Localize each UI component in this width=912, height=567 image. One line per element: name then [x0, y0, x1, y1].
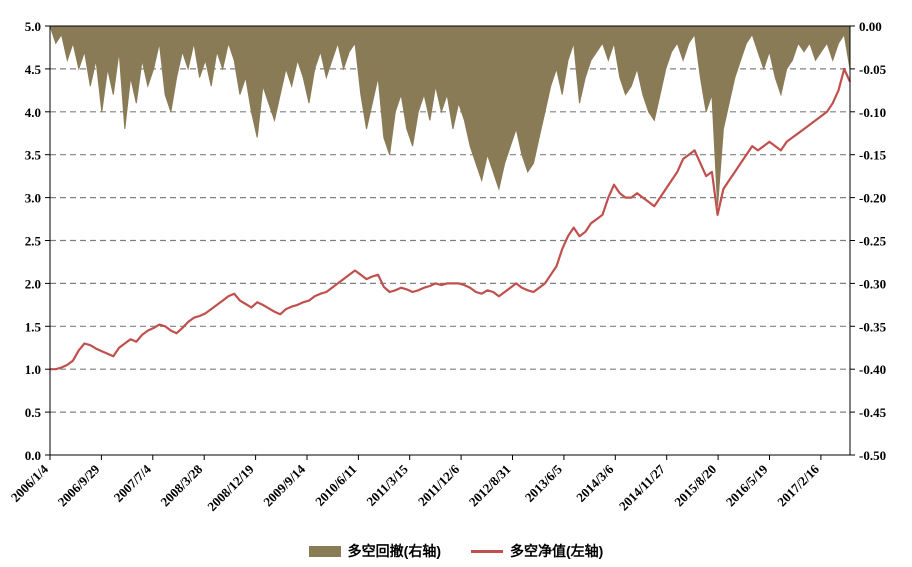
x-axis-tick-label: 2016/5/19 [723, 461, 771, 509]
right-axis-tick-label: -0.35 [859, 319, 887, 334]
drawdown-area-series [49, 25, 851, 207]
x-axis-tick-label: 2012/8/31 [466, 462, 514, 510]
left-axis-tick-label: 0.5 [25, 405, 42, 420]
legend-label-netvalue: 多空净值(左轴) [510, 543, 604, 559]
x-axis-tick-label: 2013/6/5 [522, 461, 566, 505]
right-axis-tick-label: -0.45 [859, 405, 887, 420]
legend: 多空回撤(右轴) 多空净值(左轴) [0, 541, 912, 561]
x-axis-tick-label: 2008/3/28 [157, 461, 205, 509]
left-axis-tick-label: 0.0 [25, 448, 41, 463]
netvalue-line-swatch [471, 549, 503, 553]
right-axis-tick-label: -0.50 [859, 448, 886, 463]
drawdown-area-swatch [308, 545, 341, 557]
legend-label-drawdown: 多空回撤(右轴) [347, 543, 441, 559]
legend-item-drawdown: 多空回撤(右轴) [308, 541, 441, 561]
x-axis-tick-label: 2006/9/29 [55, 461, 103, 509]
x-axis-tick-label: 2008/12/19 [204, 461, 257, 514]
x-axis-tick-label: 2014/3/6 [573, 461, 617, 505]
x-axis-tick-label: 2017/2/16 [774, 461, 822, 509]
right-axis-tick-label: -0.25 [859, 234, 887, 249]
left-axis-tick-label: 1.5 [25, 319, 42, 334]
left-axis-tick-label: 5.0 [25, 19, 41, 34]
left-axis-tick-label: 3.0 [25, 191, 41, 206]
x-axis-tick-label: 2009/9/14 [260, 461, 308, 509]
x-axis-tick-label: 2014/11/27 [616, 461, 668, 513]
left-axis-tick-label: 4.0 [25, 105, 41, 120]
x-axis-tick-label: 2011/12/6 [415, 461, 463, 509]
right-axis-tick-label: -0.15 [859, 148, 887, 163]
legend-item-netvalue: 多空净值(左轴) [471, 541, 603, 561]
x-axis-tick-label: 2007/7/4 [111, 461, 155, 505]
left-axis-tick-label: 2.5 [25, 234, 42, 249]
right-axis-tick-label: -0.40 [859, 362, 886, 377]
right-axis-tick-label: 0.00 [859, 19, 882, 34]
right-axis-tick-label: -0.20 [859, 191, 886, 206]
netvalue-line-series [50, 67, 852, 371]
left-axis-tick-label: 4.5 [25, 62, 42, 77]
x-axis-tick-label: 2006/1/4 [8, 461, 52, 505]
right-axis-tick-label: -0.05 [859, 62, 887, 77]
left-axis-tick-label: 1.0 [25, 362, 41, 377]
x-axis-tick-label: 2010/6/11 [312, 462, 359, 509]
right-axis-tick-label: -0.10 [859, 105, 886, 120]
left-axis-tick-label: 3.5 [25, 148, 42, 163]
x-axis-tick-label: 2015/8/20 [671, 462, 719, 510]
right-axis-tick-label: -0.30 [859, 276, 886, 291]
left-axis-tick-label: 2.0 [25, 276, 41, 291]
x-axis-tick-label: 2011/3/15 [363, 461, 411, 509]
